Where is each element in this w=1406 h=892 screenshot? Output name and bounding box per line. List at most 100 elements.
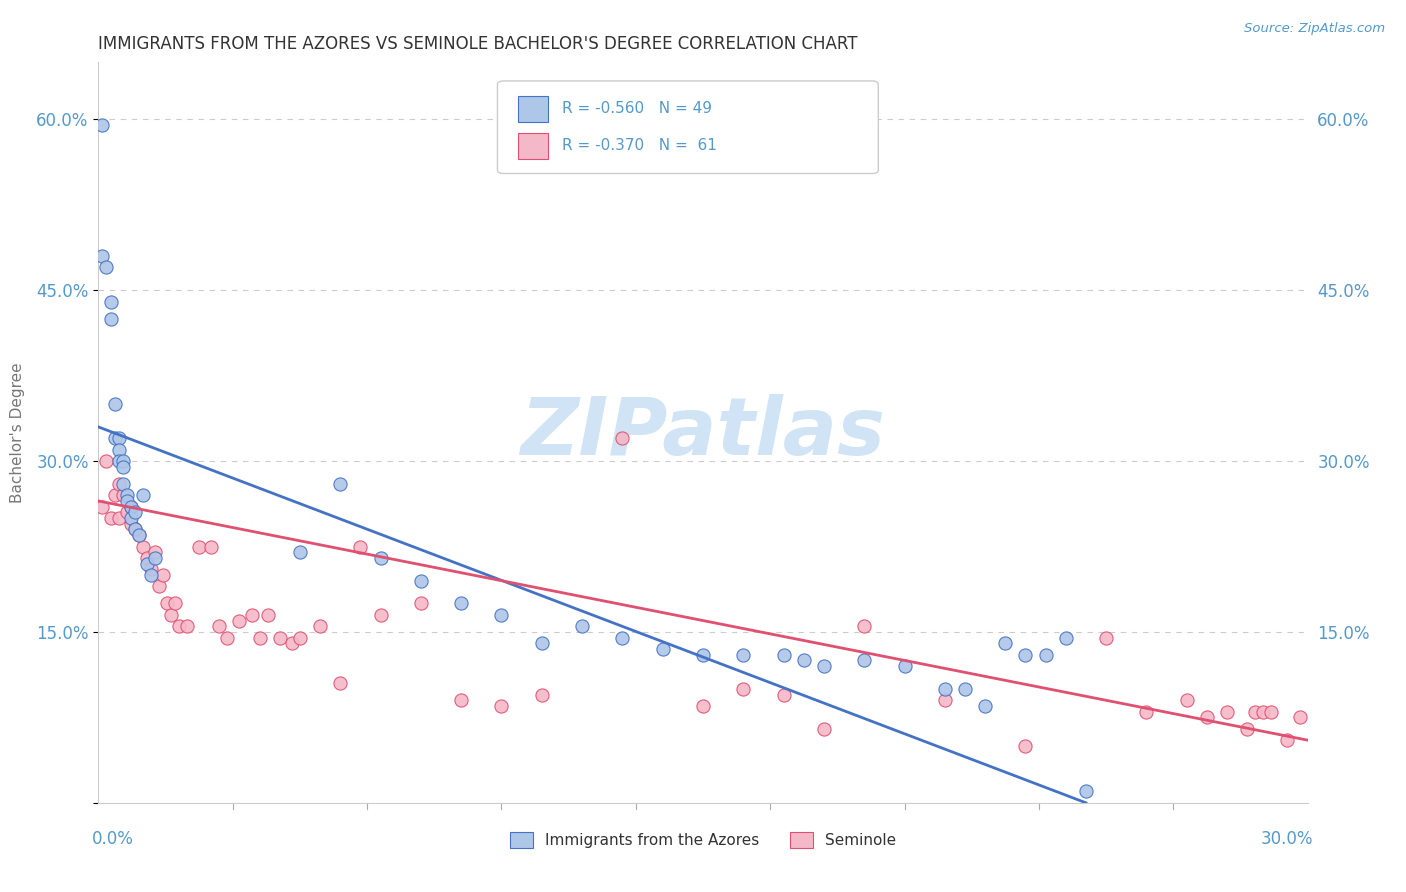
Point xyxy=(249,631,271,645)
Point xyxy=(139,568,162,582)
Point xyxy=(107,442,129,457)
Point xyxy=(111,488,134,502)
Point xyxy=(733,648,755,662)
Point xyxy=(256,607,278,622)
Point xyxy=(152,568,174,582)
Point xyxy=(288,631,311,645)
Point xyxy=(1251,705,1274,719)
Point xyxy=(530,636,553,650)
Point xyxy=(200,540,222,554)
Point xyxy=(1236,722,1258,736)
Point xyxy=(96,454,118,468)
Point xyxy=(692,648,714,662)
Point xyxy=(1216,705,1239,719)
Point xyxy=(329,676,352,690)
Point xyxy=(409,574,432,588)
Text: IMMIGRANTS FROM THE AZORES VS SEMINOLE BACHELOR'S DEGREE CORRELATION CHART: IMMIGRANTS FROM THE AZORES VS SEMINOLE B… xyxy=(98,35,858,53)
Point xyxy=(91,118,114,132)
Point xyxy=(163,597,186,611)
Point xyxy=(115,505,138,519)
Point xyxy=(1014,648,1036,662)
Legend: Immigrants from the Azores, Seminole: Immigrants from the Azores, Seminole xyxy=(503,826,903,855)
Point xyxy=(100,311,122,326)
Point xyxy=(107,511,129,525)
Point xyxy=(128,528,150,542)
Point xyxy=(1014,739,1036,753)
Point xyxy=(813,659,835,673)
Point xyxy=(148,579,170,593)
Bar xyxy=(517,133,548,159)
Point xyxy=(103,488,125,502)
Point xyxy=(974,698,997,713)
Point xyxy=(853,653,876,667)
Point xyxy=(953,681,976,696)
Point xyxy=(1054,631,1077,645)
Point xyxy=(772,688,794,702)
Point xyxy=(103,431,125,445)
Point xyxy=(1135,705,1157,719)
Point xyxy=(491,607,513,622)
Point xyxy=(156,597,179,611)
Point xyxy=(269,631,291,645)
Point xyxy=(349,540,371,554)
Point xyxy=(217,631,239,645)
Point xyxy=(1175,693,1198,707)
Point xyxy=(120,511,142,525)
Point xyxy=(91,500,114,514)
Point xyxy=(1195,710,1218,724)
Point xyxy=(128,528,150,542)
Point xyxy=(1035,648,1057,662)
Point xyxy=(281,636,304,650)
Text: R = -0.560   N = 49: R = -0.560 N = 49 xyxy=(561,101,711,116)
Point xyxy=(160,607,183,622)
Point xyxy=(1277,733,1299,747)
Point xyxy=(651,642,673,657)
Point xyxy=(132,540,155,554)
Point xyxy=(772,648,794,662)
Point xyxy=(1074,784,1097,798)
Point xyxy=(115,488,138,502)
Point xyxy=(813,722,835,736)
Point xyxy=(120,516,142,531)
Point xyxy=(853,619,876,633)
Point xyxy=(450,597,472,611)
Point xyxy=(612,631,634,645)
Point xyxy=(124,523,146,537)
Point xyxy=(91,249,114,263)
Text: Source: ZipAtlas.com: Source: ZipAtlas.com xyxy=(1244,22,1385,36)
Point xyxy=(1244,705,1267,719)
Point xyxy=(143,545,166,559)
Point xyxy=(934,693,956,707)
Point xyxy=(240,607,263,622)
Point xyxy=(1095,631,1118,645)
Point xyxy=(994,636,1017,650)
Point xyxy=(491,698,513,713)
Bar xyxy=(517,95,548,121)
Point xyxy=(571,619,593,633)
Point xyxy=(111,454,134,468)
Point xyxy=(1260,705,1282,719)
Point xyxy=(120,500,142,514)
Point xyxy=(188,540,211,554)
Point xyxy=(135,550,157,565)
Point xyxy=(107,431,129,445)
Point xyxy=(612,431,634,445)
Point xyxy=(309,619,332,633)
Point xyxy=(107,454,129,468)
Point xyxy=(176,619,198,633)
Point xyxy=(409,597,432,611)
Point xyxy=(143,550,166,565)
Point xyxy=(370,550,392,565)
Point xyxy=(288,545,311,559)
Point xyxy=(139,562,162,576)
Point xyxy=(120,500,142,514)
Text: R = -0.370   N =  61: R = -0.370 N = 61 xyxy=(561,138,717,153)
Point xyxy=(167,619,190,633)
Point xyxy=(111,476,134,491)
Point xyxy=(107,476,129,491)
Text: 0.0%: 0.0% xyxy=(93,830,134,847)
Point xyxy=(96,260,118,275)
Y-axis label: Bachelor's Degree: Bachelor's Degree xyxy=(10,362,25,503)
Point xyxy=(692,698,714,713)
Point xyxy=(103,397,125,411)
